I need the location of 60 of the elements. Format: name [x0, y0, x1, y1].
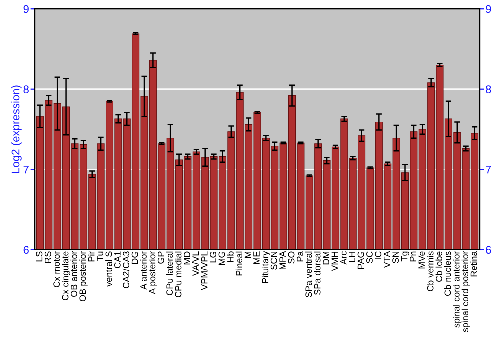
y-tick-label: 7 [24, 166, 29, 174]
x-tick-label: SO [288, 252, 295, 264]
x-tick-label: Cb lobe [436, 252, 442, 282]
x-tick-label: Hb [227, 252, 234, 262]
x-tick-label: PAG [358, 252, 364, 269]
x-tick-label: Retina [470, 251, 478, 277]
x-tick-label: OB anterior [70, 251, 78, 298]
x-tick-label: Cb vermis [427, 252, 434, 292]
x-tick-label: CPu medial [175, 252, 182, 298]
x-tick-label: Pn [410, 252, 416, 262]
x-tick-label: Cb nucleus [444, 252, 452, 296]
y-tick-label: 8 [24, 86, 29, 94]
x-tick-label: SPa ventral [305, 252, 312, 298]
x-tick-label: spinal cord posterior [462, 251, 470, 332]
x-tick-label: VPM/VPL [201, 252, 208, 290]
x-tick-label: spinal cord anterior [453, 251, 462, 328]
x-tick-label: IC [375, 252, 382, 260]
x-tick-label: Tu [97, 252, 104, 262]
x-tick-label: Pineal [236, 252, 243, 276]
x-tick-label: LS [36, 252, 43, 262]
y2-tick-label: 7 [486, 166, 492, 174]
x-tick-label: Pir [88, 251, 95, 262]
x-tick-label: VMH [332, 252, 338, 272]
x-tick-label: A anterior [140, 251, 147, 290]
y-tick-label: 6 [24, 246, 29, 254]
x-tick-label: RS [44, 252, 52, 264]
x-tick-label: ventral S [106, 252, 112, 287]
x-tick-label: CA1 [114, 252, 121, 268]
y2-tick-label: 8 [486, 86, 492, 94]
x-tick-label: Cx motor [54, 251, 60, 288]
x-tick-label: SCN [270, 252, 278, 270]
y2-tick-label: 9 [486, 5, 492, 14]
x-tick-label: MPA [280, 251, 286, 270]
x-tick-label: MG [218, 252, 226, 266]
x-tick-label: A posterior [148, 251, 158, 294]
x-tick-label: SN [392, 252, 399, 264]
x-tick-label: VA/VL [192, 252, 200, 276]
x-tick-label: Tg [401, 252, 410, 262]
x-tick-label: SC [366, 252, 373, 264]
x-tick-label: DG [132, 252, 138, 264]
x-tick-label: CPu lateral [166, 252, 174, 296]
x-tick-label: Pa [297, 251, 304, 262]
x-tick-label: MVe [418, 252, 426, 269]
y-tick-label: 9 [24, 5, 29, 14]
x-tick-label: VTA [384, 251, 390, 268]
x-tick-label: GP [158, 252, 164, 264]
x-tick-label: Cx cingulate [62, 252, 70, 301]
y-axis-title: Log2 (expression) [12, 86, 22, 174]
x-tick-label: OB posterior [79, 251, 88, 302]
x-tick-label: M [244, 252, 252, 258]
y2-tick-label: 6 [486, 246, 492, 254]
x-tick-label: DM [323, 252, 330, 265]
x-tick-label: SPa dorsal [314, 252, 321, 296]
x-tick-label: Arc [340, 252, 347, 265]
x-tick-label: Pituitary [262, 251, 270, 284]
x-tick-label: LG [210, 252, 216, 263]
x-tick-label: CA2/CA3 [122, 252, 130, 288]
x-tick-label: MD [184, 252, 190, 265]
x-tick-label: LH [349, 252, 356, 262]
x-tick-label: ME [254, 252, 260, 264]
